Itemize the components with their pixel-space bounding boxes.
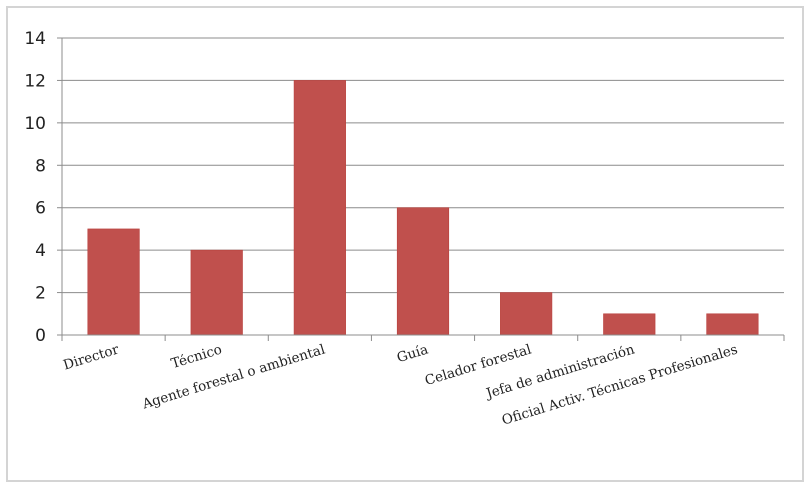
bar: [87, 228, 140, 336]
y-tick-label: 12: [24, 71, 46, 91]
x-tick-label: Agente forestal o ambiental: [140, 342, 327, 413]
y-tick-label: 0: [35, 326, 46, 346]
bar: [396, 207, 450, 336]
bar: [603, 313, 656, 336]
bar: [706, 313, 759, 336]
bars: [87, 80, 759, 336]
y-tick-label: 14: [24, 29, 46, 49]
x-tick-label: Director: [61, 341, 121, 373]
gridlines: [62, 37, 784, 294]
y-tick-label: 8: [35, 156, 46, 176]
axes: [57, 37, 785, 341]
y-tick-label: 10: [24, 114, 46, 134]
bar: [500, 292, 553, 336]
y-axis-tick-labels: 0 2 4 6 8 10 12 14: [24, 29, 46, 346]
y-tick-label: 4: [35, 241, 46, 261]
x-tick-label: Técnico: [169, 342, 224, 373]
bar: [293, 80, 346, 336]
bar: [190, 249, 243, 336]
x-tick-label: Guía: [395, 342, 430, 367]
y-tick-label: 2: [35, 284, 46, 304]
y-tick-label: 6: [35, 199, 46, 219]
